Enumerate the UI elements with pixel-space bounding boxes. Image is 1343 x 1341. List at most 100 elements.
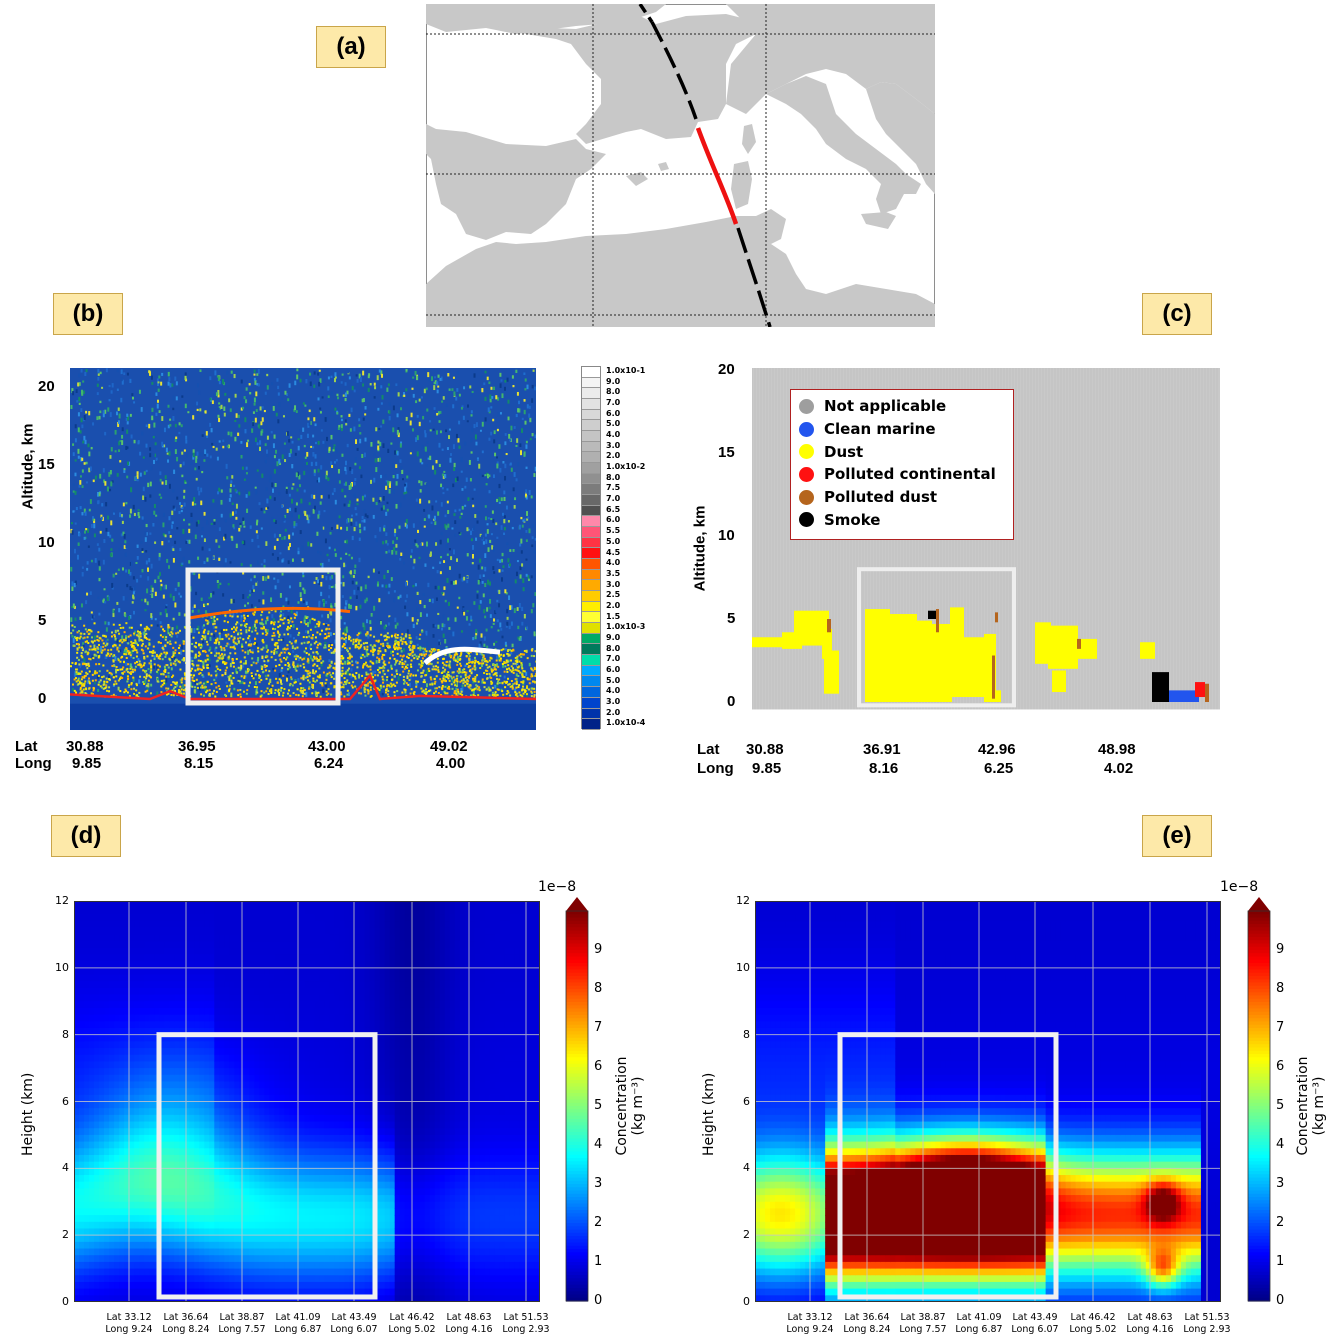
panel-b-curtain bbox=[70, 368, 536, 730]
panel-e-ylabel: Height (km) bbox=[701, 1072, 717, 1156]
panel-c-xtick-lat: 36.91 bbox=[863, 741, 901, 758]
panel-d-xtick-lat: Lat 48.63 bbox=[446, 1312, 492, 1323]
panel-label-b: (b) bbox=[53, 293, 123, 335]
colorbar-label: 4.0 bbox=[606, 558, 621, 568]
colorbar-label: 7.0 bbox=[606, 654, 621, 664]
panel-e-colorbar-unit: (kg m⁻³) bbox=[1311, 1076, 1327, 1136]
panel-e-xtick-lat: Lat 48.63 bbox=[1127, 1312, 1173, 1323]
legend-item: Dust bbox=[799, 440, 1005, 463]
colorbar-label: 2.0 bbox=[606, 600, 621, 610]
panel-b-xtick-long: 6.24 bbox=[314, 755, 344, 772]
panel-e-colorbar bbox=[1247, 897, 1271, 1302]
colorbar-label: 6.5 bbox=[606, 504, 621, 514]
colorbar-label: 5.0 bbox=[606, 675, 621, 685]
colorbar-swatch bbox=[582, 505, 600, 517]
panel-e-xtick-lat: Lat 46.42 bbox=[1070, 1312, 1116, 1323]
colorbar-swatch bbox=[582, 431, 600, 442]
colorbar-swatch bbox=[582, 687, 600, 698]
legend-item: Smoke bbox=[799, 508, 1005, 531]
panel-e-xtick-lat: Lat 41.09 bbox=[956, 1312, 1002, 1323]
colorbar-label: 5.0 bbox=[606, 419, 621, 429]
panel-d-colorbar-tick: 6 bbox=[594, 1059, 603, 1074]
panel-c-ytick: 10 bbox=[718, 527, 735, 544]
panel-c-ytick: 5 bbox=[727, 610, 736, 627]
panel-b-xtick-lat: 49.02 bbox=[430, 738, 468, 755]
legend-item: Clean marine bbox=[799, 418, 1005, 441]
land-central-europe bbox=[726, 4, 935, 114]
panel-e-colorbar-tick: 8 bbox=[1276, 981, 1285, 996]
panel-e-xtick-lat: Lat 38.87 bbox=[900, 1312, 946, 1323]
colorbar-label: 1.0x10-1 bbox=[606, 366, 646, 375]
colorbar-label: 3.0 bbox=[606, 440, 621, 450]
legend-label: Polluted continental bbox=[824, 465, 996, 484]
colorbar-label: 7.5 bbox=[606, 483, 621, 493]
legend-swatch bbox=[799, 421, 814, 437]
legend-item: Polluted continental bbox=[799, 463, 1005, 486]
panel-d-xtick-long: Long 6.07 bbox=[330, 1324, 378, 1335]
panel-e-ytick: 10 bbox=[736, 960, 750, 974]
colorbar-swatch bbox=[582, 623, 600, 634]
colorbar-label: 9.0 bbox=[606, 376, 621, 386]
panel-e-colorbar-tick: 5 bbox=[1276, 1098, 1285, 1113]
legend-label: Polluted dust bbox=[824, 488, 938, 507]
land-france bbox=[496, 14, 766, 144]
colorbar-swatch bbox=[582, 399, 600, 410]
panel-e-xtick-long: Long 4.16 bbox=[1126, 1324, 1174, 1335]
panel-b-ytick: 5 bbox=[38, 612, 47, 629]
panel-d-colorbar-title: Concentration bbox=[614, 1056, 630, 1156]
colorbar-label: 5.5 bbox=[606, 526, 621, 536]
colorbar-swatch bbox=[582, 612, 600, 624]
panel-d-ylabel: Height (km) bbox=[20, 1072, 36, 1156]
panel-d-xtick-long: Long 9.24 bbox=[105, 1324, 153, 1335]
legend-swatch bbox=[799, 466, 814, 482]
panel-d-heatmap bbox=[74, 901, 540, 1302]
panel-d-colorbar-tick: 9 bbox=[594, 942, 603, 957]
panel-d-ytick: 0 bbox=[62, 1295, 69, 1308]
colorbar-swatch bbox=[582, 601, 600, 613]
colorbar-swatch bbox=[582, 388, 600, 400]
panel-e-ytick: 2 bbox=[743, 1228, 750, 1242]
colorbar-label: 5.0 bbox=[606, 536, 621, 546]
colorbar-label: 2.0 bbox=[606, 451, 621, 461]
panel-e-colorbar-tick: 6 bbox=[1276, 1059, 1285, 1074]
panel-d-xtick-lat: Lat 41.09 bbox=[275, 1312, 321, 1323]
colorbar-label: 7.0 bbox=[606, 494, 621, 504]
land-balearics bbox=[626, 162, 669, 186]
colorbar-swatch bbox=[582, 495, 600, 506]
panel-c-lat-label: Lat bbox=[697, 741, 720, 758]
panel-b-colorbar bbox=[581, 366, 601, 730]
panel-c-xtick-lat: 42.96 bbox=[978, 741, 1016, 758]
panel-c-xtick-lat: 48.98 bbox=[1098, 741, 1136, 758]
panel-b-xtick-lat: 43.00 bbox=[308, 738, 346, 755]
panel-e-colorbar-tick: 2 bbox=[1276, 1215, 1285, 1230]
panel-d-xtick-long: Long 7.57 bbox=[218, 1324, 266, 1335]
panel-c-xtick-long: 4.02 bbox=[1104, 760, 1134, 777]
panel-e-ytick: 8 bbox=[743, 1027, 750, 1041]
panel-c-xtick-long: 9.85 bbox=[752, 760, 782, 777]
colorbar-label: 4.0 bbox=[606, 686, 621, 696]
colorbar-label: 4.0 bbox=[606, 430, 621, 440]
panel-d-xtick-lat: Lat 43.49 bbox=[331, 1312, 377, 1323]
panel-d-xtick-long: Long 4.16 bbox=[445, 1324, 493, 1335]
panel-b-xtick-long: 8.15 bbox=[184, 755, 214, 772]
panel-d-colorbar-tick: 0 bbox=[594, 1293, 603, 1308]
panel-e-xtick-long: Long 5.02 bbox=[1069, 1324, 1117, 1335]
panel-d-ytick: 10 bbox=[55, 960, 69, 974]
panel-label-c: (c) bbox=[1142, 293, 1212, 335]
land-britain bbox=[426, 4, 666, 34]
panel-b-long-label: Long bbox=[15, 755, 52, 772]
panel-e-xtick-lat: Lat 51.53 bbox=[1184, 1312, 1230, 1323]
panel-c-xtick-long: 8.16 bbox=[869, 760, 899, 777]
land-corsica bbox=[742, 124, 756, 154]
panel-b-lat-label: Lat bbox=[15, 738, 38, 755]
land-north-africa bbox=[426, 216, 935, 327]
panel-d-colorbar bbox=[565, 897, 589, 1302]
colorbar-swatch bbox=[582, 473, 600, 485]
colorbar-label: 9.0 bbox=[606, 632, 621, 642]
panel-e-colorbar-tick: 9 bbox=[1276, 942, 1285, 957]
colorbar-swatch bbox=[582, 569, 600, 581]
colorbar-swatch bbox=[582, 633, 600, 645]
colorbar-label: 7.0 bbox=[606, 398, 621, 408]
colorbar-label: 2.5 bbox=[606, 590, 621, 600]
panel-d-colorbar-tick: 7 bbox=[594, 1020, 603, 1035]
